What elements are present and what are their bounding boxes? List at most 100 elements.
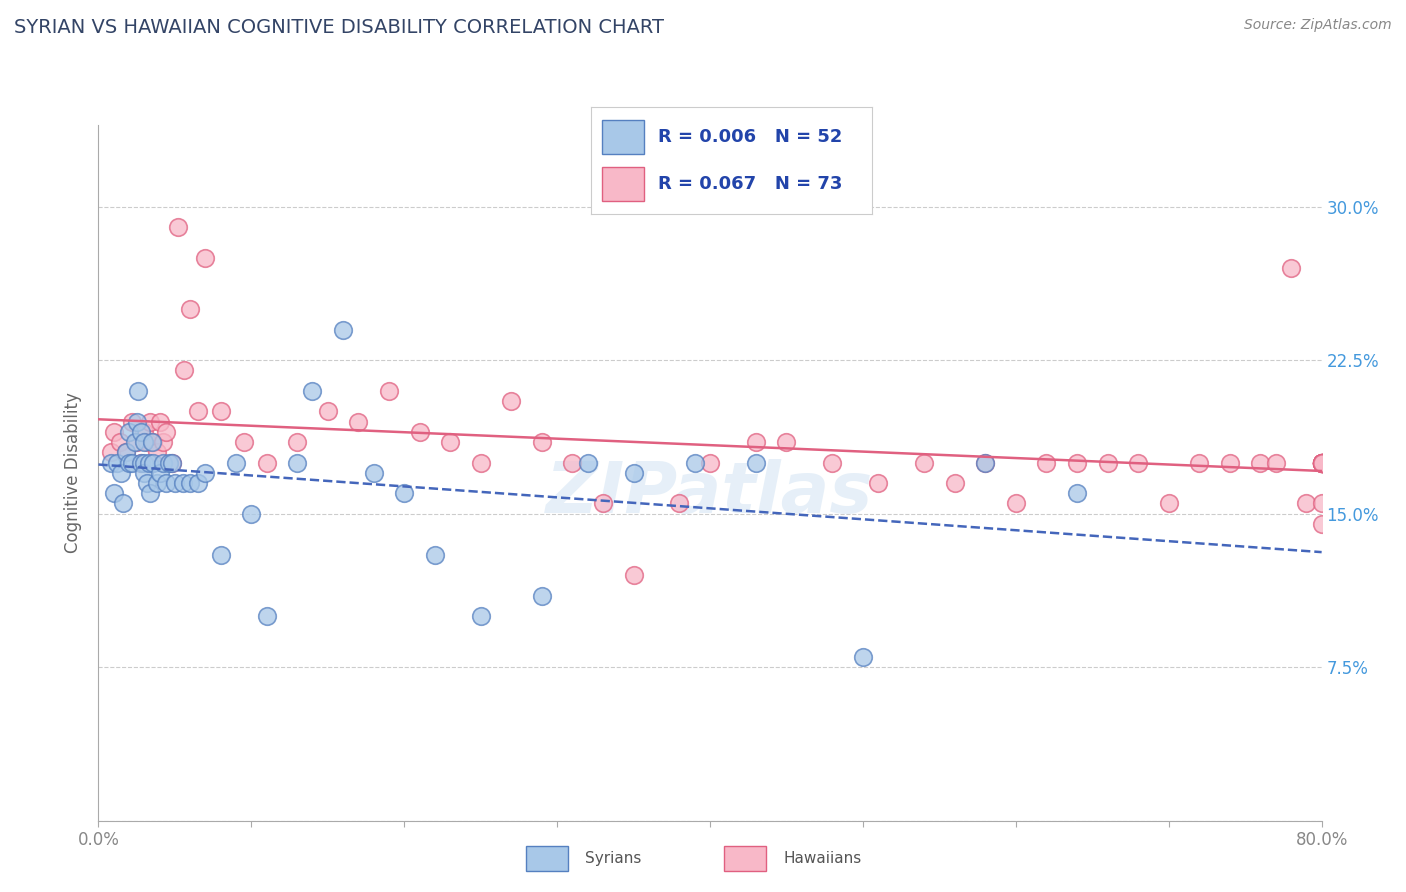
Point [139, 486, 162, 500]
Bar [724, 847, 766, 871]
Point [129, 425, 152, 439]
Point [103, 486, 125, 500]
Point [1310, 516, 1333, 531]
Point [100, 445, 122, 459]
Point [623, 568, 645, 582]
Point [699, 456, 721, 470]
Point [1310, 456, 1333, 470]
Point [974, 456, 997, 470]
Point [157, 456, 180, 470]
Point [683, 456, 706, 470]
Point [668, 496, 690, 510]
Point [155, 475, 177, 490]
Point [141, 435, 163, 450]
Point [1004, 496, 1026, 510]
Point [149, 466, 172, 480]
Point [209, 548, 232, 562]
Point [1310, 456, 1333, 470]
Point [125, 415, 148, 429]
Point [1264, 456, 1286, 470]
Point [225, 456, 247, 470]
Point [1310, 456, 1333, 470]
Point [134, 435, 156, 450]
Text: Source: ZipAtlas.com: Source: ZipAtlas.com [1244, 18, 1392, 32]
Text: R = 0.067   N = 73: R = 0.067 N = 73 [658, 175, 842, 193]
Point [332, 322, 354, 336]
Point [1310, 456, 1333, 470]
Point [1066, 456, 1088, 470]
Point [285, 435, 308, 450]
Point [125, 435, 148, 450]
Point [103, 425, 125, 439]
Bar [602, 167, 644, 202]
Point [1219, 456, 1241, 470]
Point [1249, 456, 1271, 470]
Point [576, 456, 599, 470]
Point [187, 475, 209, 490]
Text: SYRIAN VS HAWAIIAN COGNITIVE DISABILITY CORRELATION CHART: SYRIAN VS HAWAIIAN COGNITIVE DISABILITY … [14, 18, 664, 37]
Point [167, 220, 190, 235]
Point [105, 456, 128, 470]
Point [142, 435, 165, 450]
Point [1310, 456, 1333, 470]
Point [1128, 456, 1150, 470]
Point [179, 301, 201, 316]
Point [423, 548, 446, 562]
Point [256, 456, 278, 470]
Point [1066, 486, 1088, 500]
Point [134, 466, 156, 480]
Point [118, 425, 141, 439]
Point [1310, 456, 1333, 470]
Point [1310, 456, 1333, 470]
Point [256, 609, 278, 624]
Point [530, 435, 553, 450]
Point [118, 456, 141, 470]
Point [145, 445, 167, 459]
Point [108, 435, 131, 450]
Point [1310, 496, 1333, 510]
Point [129, 456, 152, 470]
Point [470, 456, 492, 470]
Point [301, 384, 323, 398]
Point [232, 435, 254, 450]
Point [530, 589, 553, 603]
Point [868, 475, 890, 490]
Point [194, 251, 217, 265]
Point [145, 475, 167, 490]
Text: R = 0.006   N = 52: R = 0.006 N = 52 [658, 128, 842, 146]
Point [439, 435, 461, 450]
Point [100, 456, 122, 470]
Point [152, 456, 174, 470]
Point [378, 384, 401, 398]
Point [1188, 456, 1211, 470]
Point [592, 496, 614, 510]
Point [127, 384, 149, 398]
Point [821, 456, 844, 470]
Point [623, 466, 645, 480]
Point [852, 649, 875, 664]
Point [408, 425, 430, 439]
Point [470, 609, 492, 624]
Point [139, 415, 162, 429]
Text: ZIPatlas: ZIPatlas [547, 459, 873, 528]
Point [134, 425, 156, 439]
Point [124, 435, 146, 450]
Point [745, 435, 768, 450]
Point [1310, 456, 1333, 470]
Bar [602, 120, 644, 154]
Point [155, 425, 177, 439]
Point [363, 466, 385, 480]
Point [136, 475, 159, 490]
Point [173, 363, 195, 377]
Point [1035, 456, 1057, 470]
Point [745, 456, 768, 470]
Point [316, 404, 339, 418]
Point [160, 456, 183, 470]
Point [1295, 496, 1317, 510]
Point [285, 456, 308, 470]
Point [1310, 456, 1333, 470]
Point [134, 456, 156, 470]
Point [152, 435, 174, 450]
Point [775, 435, 797, 450]
Point [129, 456, 152, 470]
